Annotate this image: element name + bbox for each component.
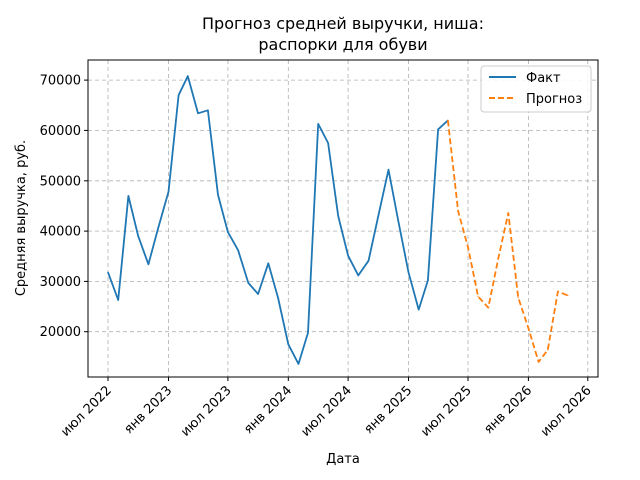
x-tick-label: янв 2026 (481, 383, 535, 437)
data-point (397, 220, 399, 222)
data-point (427, 279, 429, 281)
y-tick-label: 60000 (40, 124, 81, 139)
y-tick-label: 50000 (40, 174, 81, 189)
data-point (377, 215, 379, 217)
data-point (327, 142, 329, 144)
legend-label-fact: Факт (526, 71, 561, 86)
data-point (437, 128, 439, 130)
data-point (207, 109, 209, 111)
data-point (567, 294, 569, 297)
data-point (257, 293, 259, 295)
x-axis-ticks: июл 2022 янв 2023 июл 2023 янв 2024 июл 2024… (58, 377, 595, 440)
data-point (487, 307, 489, 309)
y-axis-label: Средняя выручка, руб. (14, 140, 29, 296)
data-point (227, 231, 229, 233)
data-point (287, 343, 289, 345)
data-point (267, 262, 269, 264)
x-axis-label: Дата (326, 452, 360, 467)
data-point (307, 332, 309, 334)
x-tick-label: июл 2025 (418, 383, 475, 440)
data-point (217, 194, 219, 196)
series-line-0 (107, 75, 449, 365)
y-tick-label: 70000 (40, 74, 81, 89)
data-point (127, 195, 129, 197)
data-point (357, 274, 359, 276)
data-point (137, 235, 139, 237)
data-point (538, 361, 540, 363)
data-point (517, 296, 519, 299)
data-point (557, 290, 559, 293)
x-tick-label: янв 2023 (121, 383, 175, 437)
data-point (387, 169, 390, 171)
y-tick-label: 40000 (40, 225, 81, 240)
data-point (157, 227, 159, 229)
data-point (467, 246, 469, 248)
data-point (407, 271, 410, 273)
data-point (347, 255, 349, 257)
data-point (247, 282, 249, 284)
y-tick-label: 20000 (40, 325, 81, 340)
data-point (107, 271, 109, 273)
data-point (457, 210, 459, 212)
x-tick-label: июл 2026 (538, 383, 595, 440)
data-point (527, 327, 530, 329)
data-point (418, 309, 420, 311)
x-tick-label: июл 2024 (298, 383, 355, 440)
legend: Факт Прогноз (480, 65, 592, 113)
data-point (477, 295, 479, 298)
plot-frame (87, 59, 599, 378)
data-point (147, 263, 149, 265)
data-point (297, 363, 300, 365)
data-point (178, 94, 180, 96)
data-point (497, 258, 499, 260)
data-point (187, 75, 189, 77)
data-point (447, 119, 449, 121)
data-point (337, 215, 339, 217)
x-tick-label: янв 2024 (241, 383, 295, 437)
y-axis-ticks: 20000 30000 40000 50000 60000 70000 (40, 74, 88, 340)
data-point (277, 297, 279, 299)
y-tick-label: 30000 (40, 275, 81, 290)
data-point (547, 349, 549, 351)
data-point (367, 260, 370, 262)
data-point (317, 123, 319, 125)
grid (88, 60, 598, 377)
series-line-1 (447, 120, 569, 363)
data-point (237, 249, 239, 251)
x-tick-label: янв 2025 (361, 383, 415, 437)
x-tick-label: июл 2023 (178, 383, 235, 440)
data-point (197, 112, 199, 114)
legend-label-forecast: Прогноз (526, 92, 582, 107)
data-point (507, 212, 509, 214)
data-point (167, 191, 170, 193)
chart-title-line-1: Прогноз средней выручки, ниша: (202, 14, 484, 33)
data-point (117, 299, 119, 301)
x-tick-label: июл 2022 (58, 383, 115, 440)
series-lines (107, 75, 569, 365)
chart-title-line-2: распорки для обуви (258, 35, 427, 54)
